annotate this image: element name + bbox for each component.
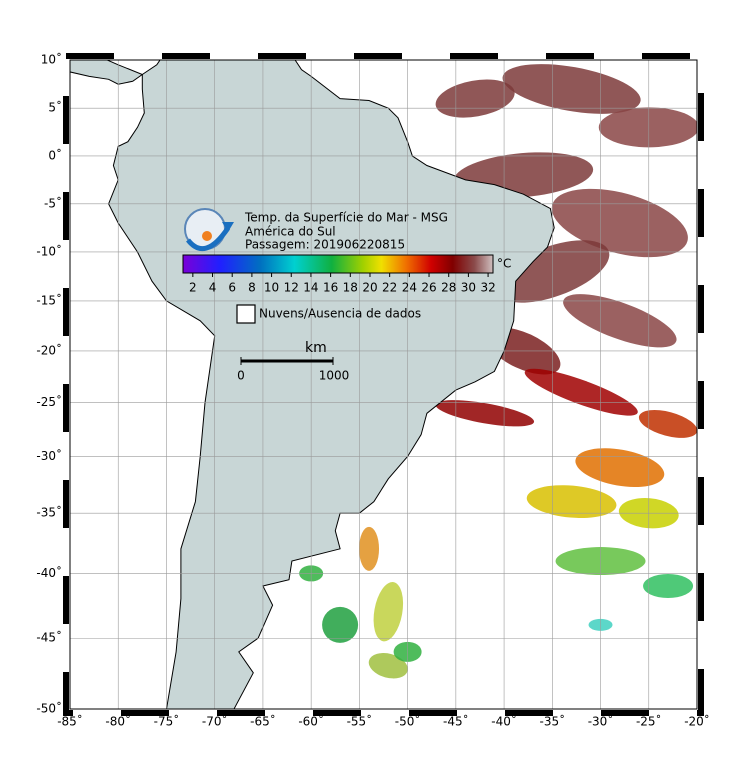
colorbar-tick-label: 28 [441, 281, 456, 295]
lon-tick-label: -30˚ [588, 714, 614, 729]
sst-patch [643, 573, 694, 598]
sst-patch [435, 400, 535, 427]
lon-tick-label: -60˚ [298, 714, 324, 729]
lat-tick-label: -30˚ [36, 448, 62, 463]
lon-tick-label: -70˚ [202, 714, 228, 729]
overlay: Temp. da Superfície do Mar - MSG América… [36, 52, 709, 729]
lon-tick-label: -65˚ [250, 714, 276, 729]
sst-patch [575, 448, 665, 488]
sst-patch [563, 294, 677, 348]
subtitle: América do Sul [245, 225, 336, 239]
colorbar-tick-label: 30 [461, 281, 476, 295]
colorbar-tick-label: 4 [209, 281, 217, 295]
colorbar-tick-label: 14 [303, 281, 318, 295]
sst-patch [502, 64, 641, 114]
lat-tick-label: -25˚ [36, 394, 62, 409]
sst-patch [551, 188, 688, 258]
legend-label: Nuvens/Ausencia de dados [259, 307, 421, 321]
land [70, 60, 144, 85]
colorbar-tick-label: 2 [189, 281, 197, 295]
colorbar-tick-label: 18 [343, 281, 358, 295]
colorbar-tick-label: 26 [421, 281, 436, 295]
lon-tick-label: -55˚ [347, 714, 373, 729]
lon-tick-label: -50˚ [395, 714, 421, 729]
sst-patch [598, 107, 697, 148]
lat-tick-label: -35˚ [36, 505, 62, 520]
colorbar-tick-label: 6 [228, 281, 236, 295]
lat-tick-label: -10˚ [36, 243, 62, 258]
lat-tick-label: -50˚ [36, 701, 62, 716]
frame-border [63, 53, 704, 716]
lon-tick-label: -85˚ [57, 714, 83, 729]
colorbar-tick-label: 32 [480, 281, 495, 295]
lon-tick-label: -20˚ [684, 714, 710, 729]
colorbar-tick-label: 24 [402, 281, 417, 295]
lon-tick-label: -75˚ [154, 714, 180, 729]
lon-tick-label: -80˚ [105, 714, 131, 729]
lat-tick-label: -15˚ [36, 292, 62, 307]
map-area [70, 60, 697, 709]
colorbar-tick-label: 8 [248, 281, 256, 295]
colorbar-tick-label: 10 [264, 281, 279, 295]
colorbar-tick-label: 22 [382, 281, 397, 295]
sst-patch [638, 409, 697, 438]
logo [184, 208, 234, 252]
sst-patch [373, 582, 404, 642]
scale-label: 1000 [319, 369, 350, 383]
sst-patch [368, 653, 408, 679]
lat-tick-label: -45˚ [36, 630, 62, 645]
lat-tick-label: 10˚ [41, 52, 62, 67]
colorbar [182, 254, 494, 274]
lon-tick-label: -40˚ [491, 714, 517, 729]
sst-patch [322, 606, 359, 643]
pass-time: Passagem: 201906220815 [245, 238, 405, 252]
frame [69, 59, 698, 710]
lat-tick-label: -20˚ [36, 342, 62, 357]
scale-unit: km [305, 340, 327, 356]
lat-tick-label: -40˚ [36, 565, 62, 580]
lon-tick-label: -35˚ [540, 714, 566, 729]
lat-tick-label: 5˚ [48, 100, 62, 115]
legend-swatch [236, 304, 256, 324]
sst-patch [526, 485, 617, 519]
colorbar-tick-label: 12 [284, 281, 299, 295]
sst-patch [359, 526, 380, 571]
sst-patch [524, 368, 638, 416]
title: Temp. da Superfície do Mar - MSG [244, 211, 448, 225]
scale-label: 0 [237, 369, 245, 383]
lon-tick-label: -25˚ [636, 714, 662, 729]
lon-tick-label: -45˚ [443, 714, 469, 729]
lat-tick-label: 0˚ [48, 147, 62, 162]
colorbar-tick-label: 16 [323, 281, 338, 295]
colorbar-tick-label: 20 [362, 281, 377, 295]
colorbar-unit: °C [497, 257, 511, 271]
lat-tick-label: -5˚ [44, 195, 62, 210]
